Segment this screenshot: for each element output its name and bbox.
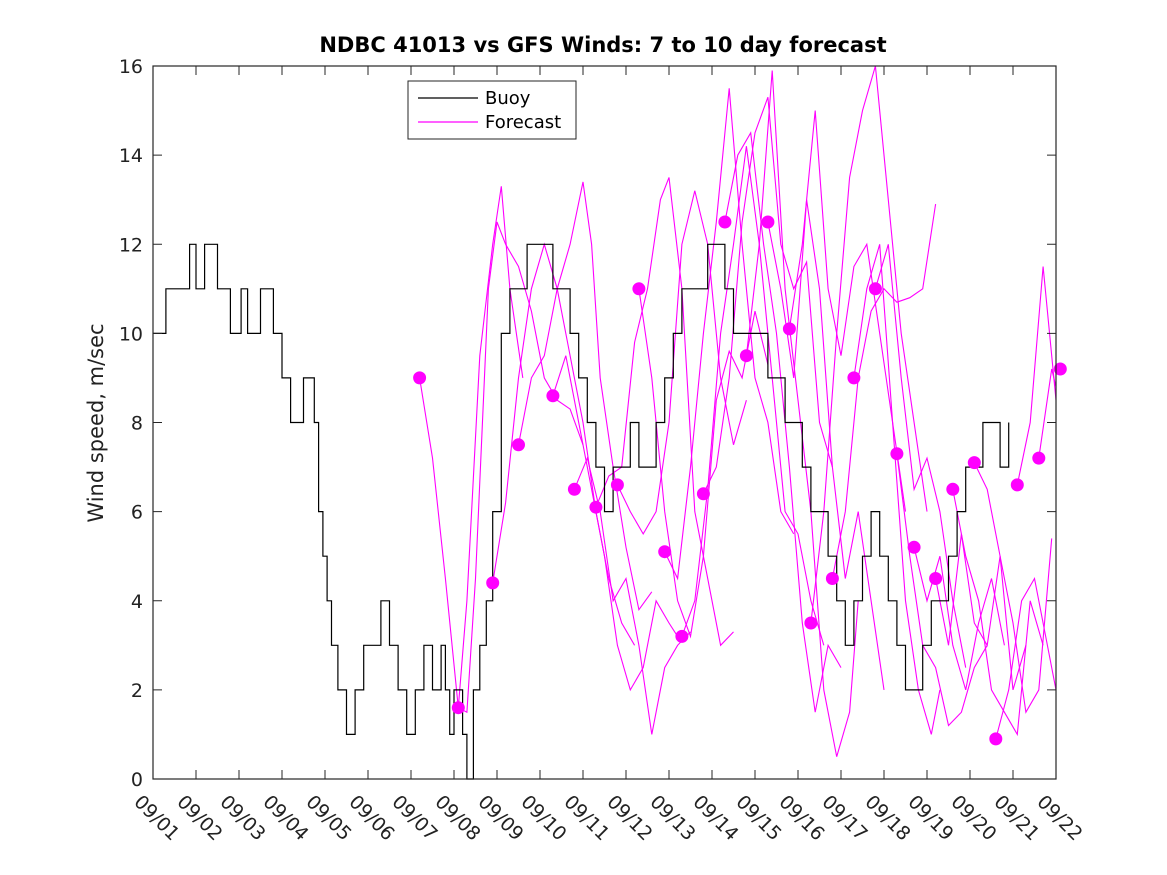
forecast-dot-2	[486, 576, 500, 590]
forecast-line-20	[896, 453, 988, 727]
forecast-line-11	[702, 97, 833, 495]
forecast-line-16	[810, 65, 928, 624]
x-tick-label-12: 09/13	[645, 791, 699, 845]
legend: Buoy Forecast	[407, 80, 577, 140]
forecast-dot-15	[782, 322, 796, 336]
x-tick-label-6: 09/07	[387, 791, 441, 845]
y-axis: 0 2 4 6 8 10 12 14 16	[119, 56, 1056, 791]
forecast-dot-4	[546, 389, 560, 403]
forecast-line-1	[458, 221, 584, 714]
forecast-dot-23	[946, 482, 960, 496]
forecast-line-13	[745, 70, 859, 757]
x-tick-label-15: 09/16	[774, 791, 828, 845]
x-tick-label-10: 09/11	[559, 791, 613, 845]
forecast-line-25	[995, 576, 1057, 740]
forecast-dot-5	[567, 482, 581, 496]
y-tick-label-2: 4	[131, 591, 143, 613]
forecast-line-3	[517, 181, 653, 612]
x-tick-label-16: 09/17	[817, 791, 871, 845]
forecast-line-27	[1038, 368, 1057, 459]
x-tick-label-19: 09/20	[946, 791, 1000, 845]
forecast-dot-26	[1010, 478, 1024, 492]
forecast-dot-27	[1032, 451, 1046, 465]
forecast-line-12	[724, 131, 842, 713]
y-tick-label-7: 14	[119, 145, 143, 167]
forecast-dot-10	[675, 629, 689, 643]
y-tick-label-3: 6	[131, 502, 143, 524]
forecast-dot-7	[610, 478, 624, 492]
x-tick-label-14: 09/15	[731, 791, 785, 845]
x-tick-label-2: 09/03	[215, 791, 269, 845]
x-tick-label-1: 09/02	[172, 791, 226, 845]
forecast-dot-24	[967, 456, 981, 470]
forecast-dot-3	[512, 438, 525, 452]
x-tick-label-5: 09/06	[344, 791, 398, 845]
plot-frame	[152, 65, 1057, 780]
y-tick-label-6: 12	[119, 234, 143, 256]
x-tick-label-8: 09/09	[473, 791, 527, 845]
x-tick-label-13: 09/14	[688, 791, 742, 845]
forecast-line-15	[788, 110, 907, 512]
forecast-dot-21	[907, 540, 921, 554]
forecast-line-24	[973, 462, 1053, 714]
x-tick-label-18: 09/19	[903, 791, 957, 845]
x-tick-label-9: 09/10	[516, 791, 570, 845]
forecast-line-6	[595, 177, 734, 647]
y-tick-label-8: 16	[119, 56, 143, 78]
forecast-dot-19	[868, 282, 882, 296]
forecast-dot-25	[989, 732, 1003, 746]
x-tick-label-17: 09/18	[860, 791, 914, 845]
legend-forecast-label: Forecast	[485, 112, 561, 133]
y-tick-label-1: 2	[131, 680, 143, 702]
forecast-line-7	[616, 190, 747, 535]
forecast-line-21	[913, 547, 1005, 691]
forecast-dot-16	[804, 616, 818, 630]
forecast-dot-11	[696, 487, 710, 501]
x-tick-label-0: 09/01	[129, 791, 183, 845]
x-tick-label-11: 09/12	[602, 791, 656, 845]
forecast-dot-18	[847, 371, 861, 385]
forecast-line-17	[831, 204, 937, 579]
forecast-line-23	[952, 489, 1044, 737]
forecast-line-19	[874, 244, 967, 668]
y-tick-label-4: 8	[131, 413, 143, 435]
forecast-line-9	[664, 88, 795, 581]
forecast-line-4	[552, 355, 679, 692]
chart-title: NDBC 41013 vs GFS Winds: 7 to 10 day for…	[319, 33, 886, 57]
buoy-line	[153, 243, 1010, 780]
x-axis: 09/0109/0209/0309/0409/0509/0609/0709/08…	[129, 66, 1087, 845]
forecast-dot-8	[632, 282, 646, 296]
forecast-dots	[413, 215, 1067, 746]
legend-buoy-label: Buoy	[485, 88, 531, 109]
x-tick-label-7: 09/08	[430, 791, 484, 845]
x-tick-label-20: 09/21	[989, 791, 1043, 845]
forecast-dot-14	[761, 215, 775, 229]
forecast-dot-20	[890, 447, 904, 461]
forecast-line-5	[573, 456, 691, 735]
y-tick-label-5: 10	[119, 323, 143, 345]
forecast-dot-13	[739, 349, 753, 363]
x-tick-label-4: 09/05	[301, 791, 355, 845]
forecast-dot-0	[413, 371, 427, 385]
forecast-dot-1	[451, 701, 465, 715]
x-tick-label-3: 09/04	[258, 791, 312, 845]
legend-box	[407, 80, 577, 140]
plot-lines	[153, 65, 1057, 780]
forecast-dot-17	[825, 572, 839, 585]
y-axis-label: Wind speed, m/sec	[84, 323, 108, 522]
forecast-line-10	[681, 146, 825, 646]
forecast-dot-12	[718, 215, 732, 229]
forecast-line-18	[853, 244, 941, 735]
forecast-dot-22	[929, 572, 943, 585]
forecast-dot-6	[589, 500, 603, 514]
forecast-line-22	[935, 533, 1027, 691]
forecast-line-0	[419, 186, 524, 708]
x-tick-label-21: 09/22	[1032, 791, 1086, 845]
y-tick-label-0: 0	[131, 769, 143, 791]
forecast-dot-28	[1053, 362, 1067, 376]
forecast-dot-9	[658, 545, 672, 559]
